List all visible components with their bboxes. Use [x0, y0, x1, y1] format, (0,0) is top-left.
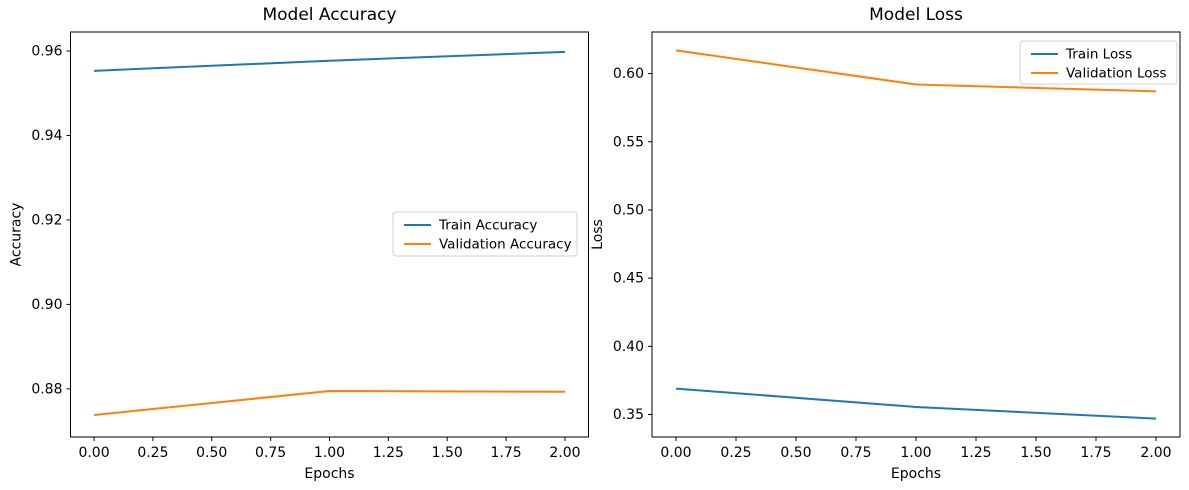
y-tick-label: 0.88 [31, 381, 62, 397]
series-line-validation-accuracy [93, 389, 565, 417]
x-tick-label: 0.75 [255, 445, 286, 461]
x-tick-label: 1.75 [491, 445, 522, 461]
y-tick-label: 0.45 [613, 271, 644, 287]
x-tick-label: 2.00 [549, 445, 580, 461]
legend: Train Accuracy Validation Accuracy [392, 211, 578, 257]
x-tick-label: 2.00 [1140, 445, 1171, 461]
legend-box [1019, 40, 1178, 85]
y-tick-label: 0.35 [613, 407, 644, 423]
y-tick-label: 0.92 [31, 212, 62, 228]
legend: Train Loss Validation Loss [1019, 40, 1178, 85]
x-tick-label: 0.75 [840, 445, 871, 461]
y-axis-label: Accuracy [9, 203, 25, 267]
x-tick-label: 0.50 [780, 445, 811, 461]
series-line-train-accuracy [94, 50, 565, 72]
y-tick-label: 0.40 [613, 339, 644, 355]
x-tick-label: 0.50 [196, 445, 227, 461]
x-tick-label: 0.25 [720, 445, 751, 461]
x-tick-label: 1.50 [1020, 445, 1051, 461]
x-tick-label: 1.50 [432, 445, 463, 461]
x-tick-label: 0.00 [660, 445, 691, 461]
x-tick-label: 0.00 [78, 445, 109, 461]
model-loss-chart: 0.00 0.25 0.50 0.75 1.00 1.25 1.50 1.75 2.00 0.35… [590, 5, 1181, 482]
x-tick-label: 1.25 [960, 445, 991, 461]
x-tick-label: 0.25 [137, 445, 168, 461]
y-tick-label: 0.50 [613, 202, 644, 218]
x-tick-label: 1.00 [314, 445, 345, 461]
legend-label: Validation Loss [1066, 66, 1167, 82]
y-tick-label: 0.55 [613, 134, 644, 150]
y-tick-label: 0.60 [613, 66, 644, 82]
y-tick-label: 0.90 [31, 297, 62, 313]
x-tick-label: 1.25 [373, 445, 404, 461]
legend-label: Train Accuracy [438, 218, 537, 234]
legend-label: Validation Accuracy [439, 237, 572, 253]
chart-title: Model Accuracy [262, 5, 396, 25]
plot-border [651, 31, 1181, 438]
chart-title: Model Loss [869, 5, 963, 25]
y-tick-label: 0.94 [31, 128, 62, 144]
legend-label: Train Loss [1065, 47, 1132, 63]
x-axis-label: Epochs [304, 466, 354, 482]
legend-box [392, 211, 578, 257]
x-axis-label: Epochs [891, 466, 941, 482]
series-line-train-loss [675, 387, 1157, 420]
model-accuracy-chart: 0.00 0.25 0.50 0.75 1.00 1.25 1.50 1.75 2.00 0.88… [9, 5, 589, 482]
y-axis-label: Loss [590, 219, 606, 250]
x-tick-label: 1.75 [1080, 445, 1111, 461]
x-tick-label: 1.00 [900, 445, 931, 461]
series-line-validation-loss [675, 49, 1157, 93]
y-tick-label: 0.96 [31, 44, 62, 60]
